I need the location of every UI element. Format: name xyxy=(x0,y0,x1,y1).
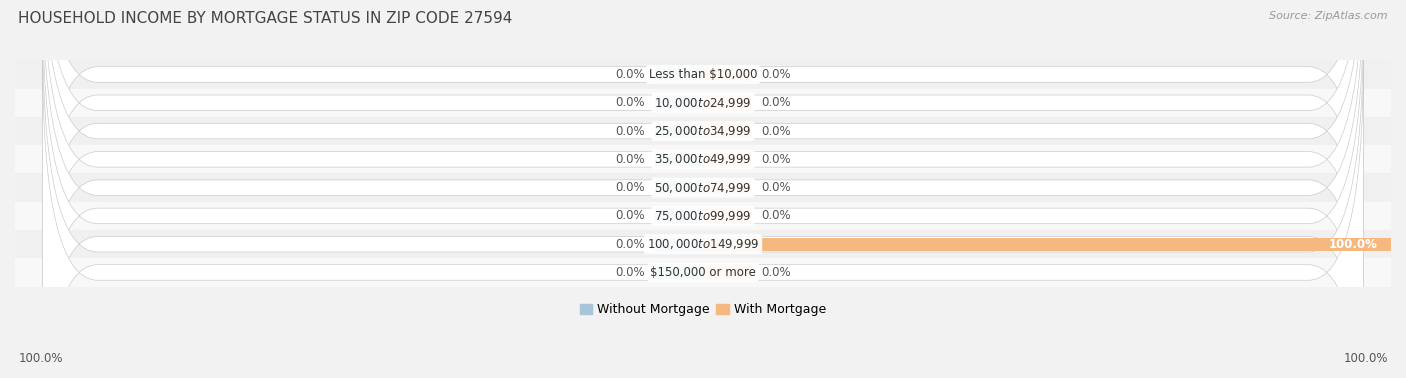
Bar xyxy=(655,153,703,166)
Text: $35,000 to $49,999: $35,000 to $49,999 xyxy=(654,152,752,166)
Text: 0.0%: 0.0% xyxy=(614,266,644,279)
FancyBboxPatch shape xyxy=(42,54,1364,378)
Bar xyxy=(15,89,1391,117)
Bar xyxy=(15,60,1391,89)
FancyBboxPatch shape xyxy=(42,0,1364,321)
Text: 0.0%: 0.0% xyxy=(614,238,644,251)
Text: 0.0%: 0.0% xyxy=(614,125,644,138)
Bar xyxy=(15,202,1391,230)
Text: 0.0%: 0.0% xyxy=(614,68,644,81)
Text: 0.0%: 0.0% xyxy=(614,181,644,194)
Text: 100.0%: 100.0% xyxy=(18,352,63,365)
Text: $150,000 or more: $150,000 or more xyxy=(650,266,756,279)
Text: 100.0%: 100.0% xyxy=(1329,238,1378,251)
Bar xyxy=(655,68,703,81)
FancyBboxPatch shape xyxy=(42,0,1364,378)
Bar xyxy=(15,117,1391,145)
Text: 100.0%: 100.0% xyxy=(1343,352,1388,365)
Text: $10,000 to $24,999: $10,000 to $24,999 xyxy=(654,96,752,110)
Bar xyxy=(703,266,751,279)
Bar xyxy=(655,96,703,109)
Bar xyxy=(655,238,703,251)
Bar xyxy=(703,96,751,109)
Text: Less than $10,000: Less than $10,000 xyxy=(648,68,758,81)
Bar xyxy=(703,68,751,81)
FancyBboxPatch shape xyxy=(42,0,1364,378)
Text: 0.0%: 0.0% xyxy=(762,68,792,81)
Text: $50,000 to $74,999: $50,000 to $74,999 xyxy=(654,181,752,195)
Text: $75,000 to $99,999: $75,000 to $99,999 xyxy=(654,209,752,223)
Text: 0.0%: 0.0% xyxy=(762,153,792,166)
FancyBboxPatch shape xyxy=(42,0,1364,350)
FancyBboxPatch shape xyxy=(42,0,1364,293)
Text: 0.0%: 0.0% xyxy=(614,209,644,222)
Bar xyxy=(655,209,703,223)
FancyBboxPatch shape xyxy=(42,0,1364,378)
Bar xyxy=(655,124,703,138)
Text: $25,000 to $34,999: $25,000 to $34,999 xyxy=(654,124,752,138)
Text: HOUSEHOLD INCOME BY MORTGAGE STATUS IN ZIP CODE 27594: HOUSEHOLD INCOME BY MORTGAGE STATUS IN Z… xyxy=(18,11,513,26)
Text: 0.0%: 0.0% xyxy=(762,266,792,279)
Bar xyxy=(15,145,1391,174)
Text: 0.0%: 0.0% xyxy=(762,209,792,222)
Bar xyxy=(703,124,751,138)
Bar xyxy=(655,266,703,279)
Bar xyxy=(15,174,1391,202)
Bar xyxy=(655,181,703,194)
Bar xyxy=(15,230,1391,258)
FancyBboxPatch shape xyxy=(42,26,1364,378)
Text: $100,000 to $149,999: $100,000 to $149,999 xyxy=(647,237,759,251)
Bar xyxy=(703,238,1391,251)
Text: 0.0%: 0.0% xyxy=(762,96,792,109)
Text: 0.0%: 0.0% xyxy=(614,96,644,109)
Legend: Without Mortgage, With Mortgage: Without Mortgage, With Mortgage xyxy=(575,298,831,321)
Text: 0.0%: 0.0% xyxy=(614,153,644,166)
Text: Source: ZipAtlas.com: Source: ZipAtlas.com xyxy=(1270,11,1388,21)
Text: 0.0%: 0.0% xyxy=(762,125,792,138)
Bar xyxy=(703,209,751,223)
Bar xyxy=(703,181,751,194)
Bar xyxy=(703,153,751,166)
Text: 0.0%: 0.0% xyxy=(762,181,792,194)
Bar xyxy=(15,258,1391,287)
